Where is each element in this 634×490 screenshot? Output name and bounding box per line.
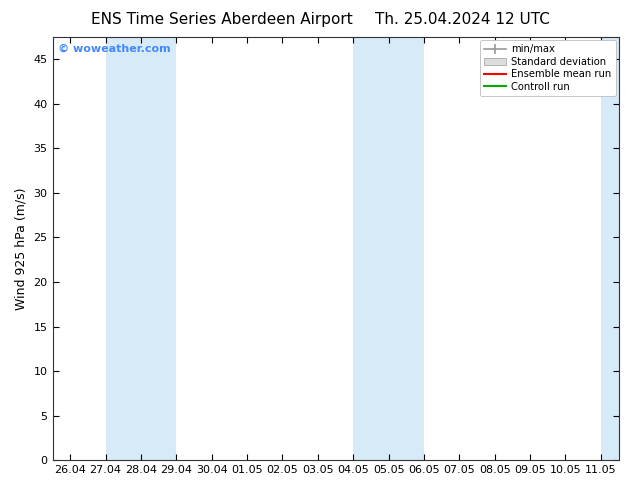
Bar — [601, 37, 619, 460]
Y-axis label: Wind 925 hPa (m/s): Wind 925 hPa (m/s) — [15, 187, 28, 310]
Text: Th. 25.04.2024 12 UTC: Th. 25.04.2024 12 UTC — [375, 12, 550, 27]
Legend: min/max, Standard deviation, Ensemble mean run, Controll run: min/max, Standard deviation, Ensemble me… — [481, 40, 616, 96]
Text: ENS Time Series Aberdeen Airport: ENS Time Series Aberdeen Airport — [91, 12, 353, 27]
Bar — [353, 37, 424, 460]
Bar — [106, 37, 176, 460]
Text: © woweather.com: © woweather.com — [58, 44, 171, 53]
